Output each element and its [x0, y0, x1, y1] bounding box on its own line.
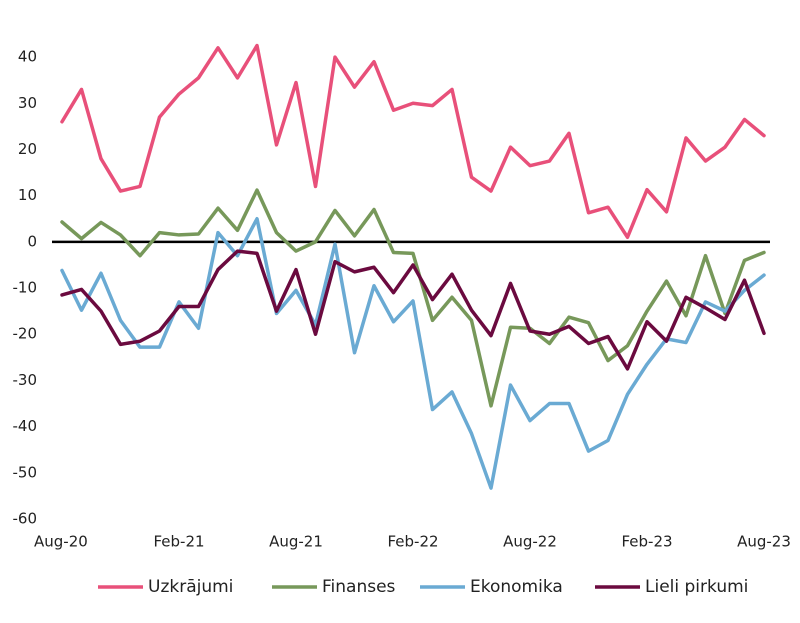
series-line — [60, 249, 766, 371]
x-tick-label: Feb-22 — [387, 533, 438, 551]
legend-label: Finanses — [322, 577, 396, 597]
y-tick-label: 0 — [27, 232, 37, 250]
x-tick-label: Aug-20 — [34, 533, 88, 551]
y-tick-label: 20 — [18, 140, 37, 158]
x-tick-label: Aug-23 — [737, 533, 791, 551]
y-tick-label: 40 — [18, 48, 37, 66]
y-tick-label: -20 — [13, 325, 38, 343]
legend-label: Lieli pirkumi — [645, 577, 748, 597]
series-line — [60, 188, 766, 408]
y-tick-label: 10 — [18, 186, 37, 204]
legend-label: Ekonomika — [470, 577, 563, 597]
y-tick-label: -30 — [13, 371, 38, 389]
y-tick-label: -50 — [13, 463, 38, 481]
series-line — [60, 217, 766, 490]
x-tick-label: Aug-22 — [503, 533, 557, 551]
y-tick-label: -40 — [13, 417, 38, 435]
y-tick-label: -10 — [13, 279, 38, 297]
x-tick-label: Feb-23 — [621, 533, 672, 551]
y-tick-label: -60 — [13, 510, 38, 528]
x-tick-label: Aug-21 — [269, 533, 323, 551]
x-tick-label: Feb-21 — [153, 533, 204, 551]
y-tick-label: 30 — [18, 94, 37, 112]
legend-label: Uzkrājumi — [148, 577, 233, 597]
series-line — [60, 43, 766, 239]
